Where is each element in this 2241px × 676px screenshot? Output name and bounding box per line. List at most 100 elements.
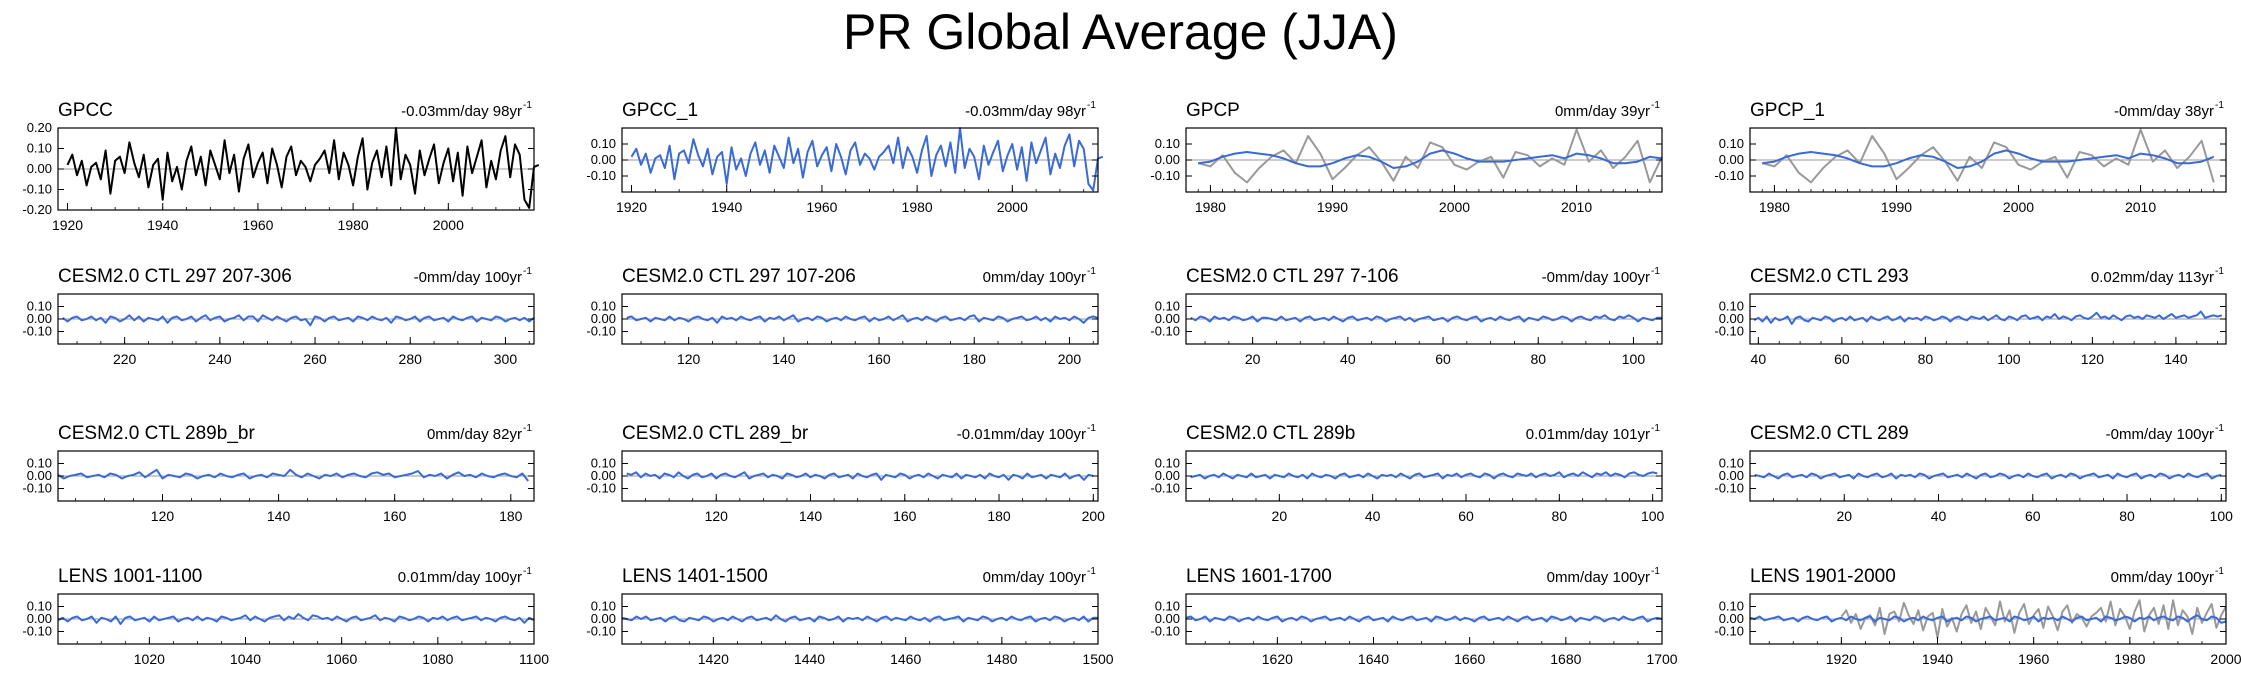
x-tick-label: 1990: [1317, 199, 1348, 215]
panel-trend-exponent: -1: [1651, 266, 1660, 277]
x-tick-label: 100: [2210, 508, 2234, 524]
panel-trend: 0.01mm/day 100yr: [398, 569, 522, 586]
series-line: [1198, 149, 1663, 169]
series-line: [1185, 615, 1663, 623]
x-tick-label: 160: [383, 508, 407, 524]
panel-7: CESM2.0 CTL 297 7-106 -0mm/day 100yr -1 -0.…: [1150, 266, 1663, 367]
panel-title: CESM2.0 CTL 289_br: [622, 423, 809, 444]
y-tick-label: 0.00: [1155, 152, 1180, 167]
x-tick-label: 100: [1622, 351, 1646, 367]
panel-trend-exponent: -1: [523, 266, 532, 277]
panel-2: GPCC_1 -0.03mm/day 98yr -1 -0.100.000.10 192…: [586, 100, 1104, 215]
x-tick-label: 100: [1641, 508, 1665, 524]
panel-16: LENS 1901-2000 0mm/day 100yr -1 -0.100.000.…: [1714, 566, 2241, 667]
panel-trend: -0mm/day 100yr: [1542, 269, 1650, 286]
series-line: [1749, 614, 2227, 624]
y-tick-label: 0.10: [1155, 599, 1180, 614]
y-tick-label: -0.10: [1150, 168, 1180, 183]
series-line: [1753, 310, 2223, 325]
x-tick-label: 1100: [519, 651, 549, 667]
x-tick-label: 1960: [2018, 651, 2049, 667]
x-tick-label: 20: [1245, 351, 1261, 367]
panel-title: LENS 1001-1100: [58, 566, 202, 587]
x-tick-label: 200: [1058, 351, 1082, 367]
y-tick-label: 0.10: [1719, 299, 1744, 314]
y-tick-label: 0.00: [1719, 611, 1744, 626]
panel-title: GPCC: [58, 100, 113, 121]
y-tick-label: 0.10: [1155, 456, 1180, 471]
y-tick-label: -0.10: [1150, 624, 1180, 639]
x-tick-label: 60: [1435, 351, 1451, 367]
x-tick-label: 1920: [616, 199, 647, 215]
y-tick-label: 0.10: [1155, 299, 1180, 314]
y-tick-label: -0.10: [586, 481, 616, 496]
y-tick-label: -0.10: [586, 168, 616, 183]
x-tick-label: 2000: [2210, 651, 2241, 667]
series-line: [1197, 128, 1663, 184]
x-tick-label: 1080: [422, 651, 453, 667]
x-tick-label: 180: [987, 508, 1011, 524]
y-tick-label: -0.10: [1150, 324, 1180, 339]
y-tick-label: 0.10: [591, 599, 616, 614]
x-tick-label: 2000: [997, 199, 1028, 215]
x-tick-label: 40: [1751, 351, 1767, 367]
panel-trend-exponent: -1: [2215, 566, 2224, 577]
panel-3: GPCP 0mm/day 39yr -1 -0.100.000.10 1980 1990 2…: [1150, 100, 1663, 215]
panel-14: LENS 1401-1500 0mm/day 100yr -1 -0.100.000.…: [586, 566, 1113, 667]
y-tick-label: 0.00: [27, 161, 52, 176]
panel-4: GPCP_1 -0mm/day 38yr -1 -0.100.000.10 1980 19…: [1714, 100, 2227, 215]
x-tick-label: 120: [677, 351, 701, 367]
y-tick-label: 0.00: [1719, 152, 1744, 167]
y-tick-label: 0.00: [1155, 311, 1180, 326]
panel-8: CESM2.0 CTL 293 0.02mm/day 113yr -1-0.100.…: [1714, 266, 2227, 367]
panel-trend: 0.01mm/day 101yr: [1526, 426, 1650, 443]
x-tick-label: 280: [399, 351, 423, 367]
y-tick-label: 0.10: [1155, 136, 1180, 151]
x-tick-label: 1980: [338, 217, 369, 233]
x-tick-label: 1920: [52, 217, 83, 233]
x-tick-label: 1700: [1646, 651, 1677, 667]
panel-trend: -0mm/day 100yr: [2106, 426, 2214, 443]
panel-trend: 0mm/day 39yr: [1555, 103, 1650, 120]
x-tick-label: 140: [799, 508, 823, 524]
x-tick-label: 60: [1458, 508, 1474, 524]
y-tick-label: 0.10: [27, 141, 52, 156]
series-line: [62, 314, 535, 327]
panel-1: GPCC -0.03mm/day 98yr -1 -0.20 -0.10 0.00 0.10…: [22, 100, 540, 233]
panel-trend: -0mm/day 38yr: [2114, 103, 2214, 120]
series-line: [57, 468, 529, 482]
x-tick-label: 20: [1272, 508, 1288, 524]
panel-trend-exponent: -1: [2215, 423, 2224, 434]
y-tick-label: 0.10: [27, 456, 52, 471]
x-tick-label: 80: [1918, 351, 1934, 367]
y-tick-label: 0.00: [27, 311, 52, 326]
panel-trend: -0.03mm/day 98yr: [965, 103, 1086, 120]
panel-title: CESM2.0 CTL 289b: [1186, 423, 1355, 444]
y-tick-label: 0.00: [1155, 468, 1180, 483]
x-tick-label: 1960: [806, 199, 837, 215]
y-tick-label: 0.00: [27, 468, 52, 483]
x-tick-label: 1060: [326, 651, 357, 667]
y-tick-label: -0.10: [1714, 481, 1744, 496]
panel-title: CESM2.0 CTL 297 107-206: [622, 266, 856, 287]
y-tick-label: -0.10: [586, 324, 616, 339]
panel-trend: 0mm/day 100yr: [983, 269, 1086, 286]
x-tick-label: 40: [1340, 351, 1356, 367]
panel-6: CESM2.0 CTL 297 107-206 0mm/day 100yr -1 -0…: [586, 266, 1099, 367]
x-tick-label: 2010: [2125, 199, 2156, 215]
x-tick-label: 1640: [1358, 651, 1389, 667]
x-tick-label: 1480: [986, 651, 1017, 667]
x-tick-label: 80: [1530, 351, 1546, 367]
panel-trend: 0mm/day 100yr: [1547, 569, 1650, 586]
x-tick-label: 1460: [890, 651, 921, 667]
x-tick-label: 1040: [230, 651, 261, 667]
x-tick-label: 120: [2081, 351, 2105, 367]
series-line: [66, 127, 540, 209]
x-tick-label: 180: [499, 508, 523, 524]
x-tick-label: 260: [303, 351, 327, 367]
panel-trend-exponent: -1: [1651, 423, 1660, 434]
panel-trend-exponent: -1: [1087, 566, 1096, 577]
y-tick-label: -0.10: [586, 624, 616, 639]
x-tick-label: 1920: [1826, 651, 1857, 667]
x-tick-label: 140: [772, 351, 796, 367]
